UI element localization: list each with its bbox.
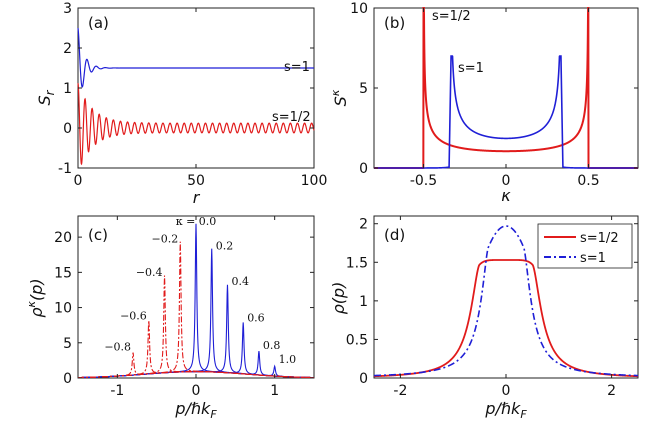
panel-a-ytick-label: 2 <box>63 41 72 57</box>
panel-d-ytick-label: 0.5 <box>346 332 368 348</box>
panel-d-label: (d) <box>384 226 405 244</box>
series-line-s12 <box>373 259 639 378</box>
panel-c-ytick-label: 0 <box>63 371 72 387</box>
panel-d-ylabel: ρ(p) <box>329 282 348 315</box>
kappa-label: −0.8 <box>104 340 131 353</box>
panel-d-ytick-label: 2 <box>359 217 368 233</box>
panel-c-xtick-label: 0 <box>192 383 201 399</box>
panel-a-annotation-s12: s=1/2 <box>272 110 311 125</box>
kappa-label: 1.0 <box>279 353 297 366</box>
panel-c-kappa-labels: κ = 0.0 0.2 0.4 0.6 0.81.0 −0.2 −0.4 −0.6 −0.8 <box>104 215 296 366</box>
panel-c-xtick-label: 1 <box>270 383 279 399</box>
panel-b-ytick-label: 10 <box>350 1 368 17</box>
series-line-s12 <box>374 7 638 169</box>
panel-c-xlabel: p/ℏkF <box>174 399 217 421</box>
panel-a-ytick-label: 0 <box>63 121 72 137</box>
kappa-label: κ = 0.0 <box>176 215 217 228</box>
panel-a-series <box>77 27 315 166</box>
panel-d-ytick-label: 1.5 <box>346 255 368 271</box>
panel-a-xlabel: r <box>193 188 201 207</box>
panel-a-xtick-label: 50 <box>187 173 205 189</box>
panel-d-series <box>373 225 639 378</box>
panel-c-ytick-label: 15 <box>54 265 72 281</box>
panel-b-xtick-label: -0.5 <box>410 173 437 189</box>
panel-a-annotation-s1: s=1 <box>284 60 310 75</box>
panel-b-ytick-label: 0 <box>359 161 368 177</box>
panel-c-xtick-label: -1 <box>110 383 124 399</box>
panel-d-ytick-label: 0 <box>359 371 368 387</box>
panel-d-ytick-label: 1 <box>359 294 368 310</box>
panel-b-xlabel: κ <box>501 186 511 205</box>
panel-b-xtick-label: 0 <box>502 173 511 189</box>
panel-a-label: (a) <box>88 14 109 32</box>
kappa-label: 0.4 <box>231 275 249 288</box>
kappa-label: 0.6 <box>247 312 265 325</box>
series-line-s12 <box>77 83 315 166</box>
panel-a-xtick-label: 0 <box>74 173 83 189</box>
panel-b-annotation-s1: s=1 <box>458 61 484 76</box>
panel-d-xtick-label: 2 <box>607 383 616 399</box>
kappa-label: −0.6 <box>120 309 147 322</box>
legend-box <box>537 223 633 269</box>
panel-c-ylabel: ρκ(p) <box>25 278 46 317</box>
panel-b-series <box>374 7 638 169</box>
panel-a-frame <box>77 7 315 169</box>
panel-b-ticks: -0.5 0 0.5 0 5 10 <box>350 1 638 189</box>
panel-a-ytick-label: -1 <box>58 161 72 177</box>
panel-a-ylabel: Sr <box>35 89 57 105</box>
panel-c-ytick-label: 10 <box>54 301 72 317</box>
panel-d-xlabel: p/ℏkF <box>484 399 527 421</box>
kappa-label: 0.8 <box>263 339 281 352</box>
panel-b-xtick-label: 0.5 <box>577 173 599 189</box>
panel-d-legend: s=1/2 s=1 <box>537 223 633 269</box>
kappa-label: −0.2 <box>152 233 179 246</box>
panel-b: (b) -0.5 0 0.5 0 5 10 s=1/2 s=1 κ Sκ <box>329 1 639 205</box>
panel-b-annotation-s12: s=1/2 <box>432 9 471 24</box>
panel-a-xtick-label: 100 <box>301 173 328 189</box>
kappa-label: −0.4 <box>136 266 163 279</box>
panel-b-frame <box>373 7 639 169</box>
kappa-label: 0.2 <box>216 240 234 253</box>
panel-a-ytick-label: 3 <box>63 1 72 17</box>
panel-b-ytick-label: 5 <box>359 81 368 97</box>
panel-d-xtick-label: 0 <box>502 383 511 399</box>
panel-b-ylabel: Sκ <box>329 89 350 106</box>
panel-c-ytick-label: 20 <box>54 230 72 246</box>
panel-c-ytick-label: 5 <box>63 336 72 352</box>
panel-a-ytick-label: 1 <box>63 81 72 97</box>
legend-entry-s1: s=1 <box>580 251 606 266</box>
series-line-s1 <box>374 55 638 169</box>
panel-d-xtick-label: -2 <box>393 383 407 399</box>
panel-c-label: (c) <box>88 226 108 244</box>
series-line-s1 <box>374 225 638 377</box>
panel-d-ticks: -2 0 2 0 0.5 1 1.5 2 <box>346 216 638 399</box>
series-line-s1 <box>77 27 314 88</box>
legend-entry-s12: s=1/2 <box>580 231 619 246</box>
panel-b-label: (b) <box>384 14 405 32</box>
panel-d: (d) -2 0 2 0 0.5 1 1.5 2 s=1/2 s=1 p/ℏkF ρ(p) <box>329 215 639 421</box>
